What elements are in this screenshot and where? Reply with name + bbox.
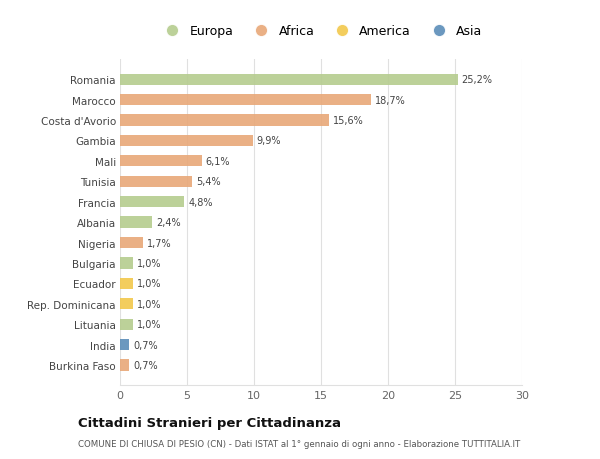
Text: Cittadini Stranieri per Cittadinanza: Cittadini Stranieri per Cittadinanza	[78, 416, 341, 429]
Text: 0,7%: 0,7%	[133, 340, 158, 350]
Bar	[120, 115, 329, 126]
Bar	[120, 176, 193, 187]
Text: 1,0%: 1,0%	[137, 279, 162, 289]
Bar	[120, 319, 133, 330]
Bar	[120, 196, 184, 208]
Bar	[120, 74, 458, 86]
Bar	[120, 359, 130, 371]
Text: 9,9%: 9,9%	[257, 136, 281, 146]
Text: 1,0%: 1,0%	[137, 319, 162, 330]
Bar	[120, 95, 371, 106]
Text: COMUNE DI CHIUSA DI PESIO (CN) - Dati ISTAT al 1° gennaio di ogni anno - Elabora: COMUNE DI CHIUSA DI PESIO (CN) - Dati IS…	[78, 439, 520, 448]
Bar	[120, 278, 133, 289]
Text: 4,8%: 4,8%	[188, 197, 213, 207]
Bar	[120, 298, 133, 310]
Text: 5,4%: 5,4%	[196, 177, 221, 187]
Text: 15,6%: 15,6%	[333, 116, 364, 126]
Text: 0,7%: 0,7%	[133, 360, 158, 370]
Text: 25,2%: 25,2%	[462, 75, 493, 85]
Bar	[120, 339, 130, 350]
Bar	[120, 237, 143, 249]
Text: 1,7%: 1,7%	[147, 238, 172, 248]
Text: 6,1%: 6,1%	[206, 157, 230, 167]
Legend: Europa, Africa, America, Asia: Europa, Africa, America, Asia	[155, 20, 487, 43]
Text: 1,0%: 1,0%	[137, 299, 162, 309]
Text: 18,7%: 18,7%	[374, 95, 406, 106]
Bar	[120, 156, 202, 167]
Bar	[120, 258, 133, 269]
Bar	[120, 217, 152, 228]
Bar	[120, 135, 253, 147]
Text: 1,0%: 1,0%	[137, 258, 162, 269]
Text: 2,4%: 2,4%	[156, 218, 181, 228]
